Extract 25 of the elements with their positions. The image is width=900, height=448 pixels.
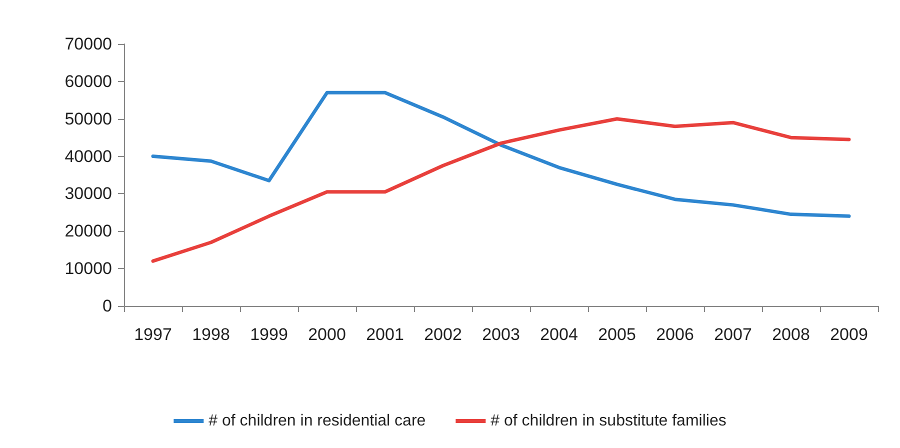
x-tick-label: 2007 bbox=[714, 325, 752, 344]
x-tick-label: 2004 bbox=[540, 325, 578, 344]
y-tick-label: 20000 bbox=[64, 222, 112, 241]
line-series bbox=[151, 90, 851, 218]
legend-label: # of children in substitute families bbox=[490, 412, 726, 430]
x-tick-label: 2002 bbox=[424, 325, 462, 344]
y-tick-label: 70000 bbox=[64, 34, 112, 54]
y-tick-label: 60000 bbox=[64, 72, 112, 91]
x-tick-label: 2005 bbox=[598, 325, 636, 344]
y-tick-label: 0 bbox=[102, 296, 112, 316]
x-tick-label: 1997 bbox=[134, 325, 172, 344]
y-tick-label: 40000 bbox=[64, 146, 112, 166]
y-tick-label: 50000 bbox=[64, 109, 112, 128]
x-tick-label: 2003 bbox=[482, 325, 520, 344]
x-tick-label: 1998 bbox=[192, 325, 230, 344]
x-tick-label: 2006 bbox=[656, 325, 694, 344]
x-tick-label: 2009 bbox=[830, 325, 868, 344]
y-tick-label: 10000 bbox=[64, 259, 112, 278]
x-tick-label: 2001 bbox=[366, 325, 404, 344]
x-tick-label: 2008 bbox=[772, 325, 810, 344]
x-tick-label: 1999 bbox=[250, 325, 288, 344]
y-tick-label: 30000 bbox=[64, 184, 112, 204]
x-tick-label: 2000 bbox=[308, 325, 346, 344]
line-series bbox=[151, 117, 851, 263]
legend-label: # of children in residential care bbox=[208, 412, 426, 430]
